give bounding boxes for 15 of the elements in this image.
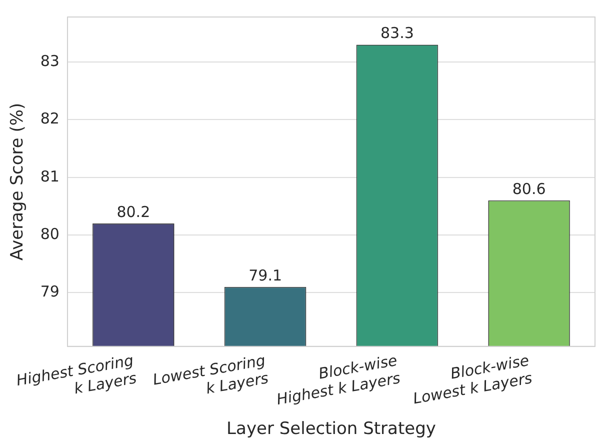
x-tick-label: Block-wise Lowest k Layers [412, 351, 534, 408]
data-label: 83.3 [380, 24, 414, 42]
data-label: 80.2 [116, 202, 150, 221]
y-tick-label: 79 [40, 282, 60, 301]
y-tick-label: 81 [40, 167, 60, 186]
y-tick-label: 83 [40, 52, 60, 70]
data-label: 80.6 [512, 180, 546, 198]
x-tick-label: Block-wise Highest k Layers [275, 351, 402, 409]
data-label: 79.1 [248, 266, 282, 284]
x-tick-label: Highest Scoring k Layers [14, 351, 138, 398]
x-tick-label: Lowest Scoring k Layers [151, 351, 270, 398]
y-tick-label: 80 [40, 224, 60, 243]
x-axis-title: Layer Selection Strategy [226, 419, 436, 440]
y-axis-title: Average Score (%) [8, 102, 28, 261]
y-tick-label: 82 [40, 110, 60, 128]
